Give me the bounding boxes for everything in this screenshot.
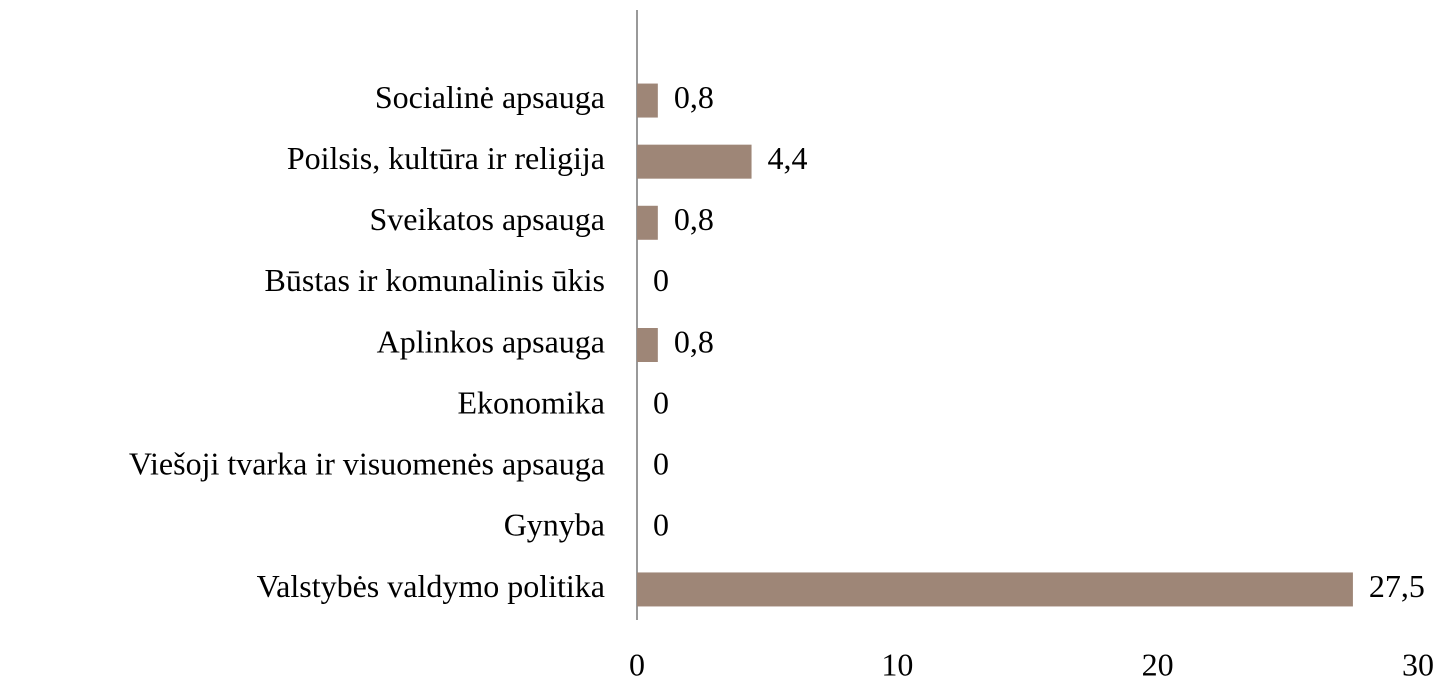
y-tick-label: Sveikatos apsauga [370, 201, 606, 237]
data-label: 0 [653, 507, 669, 543]
bar [637, 83, 658, 118]
y-tick-label: Valstybės valdymo politika [257, 568, 605, 604]
bar [637, 328, 658, 362]
data-label: 0 [653, 446, 669, 482]
y-tick-label: Poilsis, kultūra ir religija [287, 140, 605, 176]
y-tick-label: Aplinkos apsauga [377, 323, 605, 359]
data-label: 0 [653, 262, 669, 298]
y-tick-label: Ekonomika [457, 384, 605, 420]
data-label: 0 [653, 384, 669, 420]
x-tick-label: 20 [1142, 646, 1174, 679]
data-label: 0,8 [674, 201, 714, 237]
bar [637, 144, 752, 179]
x-tick-label: 10 [881, 646, 913, 679]
bar [637, 572, 1353, 607]
y-tick-label: Būstas ir komunalinis ūkis [265, 262, 605, 298]
data-label: 27,5 [1369, 568, 1425, 604]
x-tick-label: 0 [629, 646, 645, 679]
y-tick-label: Socialinė apsauga [375, 79, 605, 115]
data-label: 0,8 [674, 79, 714, 115]
y-tick-label: Viešoji tvarka ir visuomenės apsauga [129, 446, 605, 482]
x-tick-label: 30 [1402, 646, 1434, 679]
bar [637, 205, 658, 240]
y-tick-label: Gynyba [504, 507, 605, 543]
data-label: 0,8 [674, 323, 714, 359]
data-label: 4,4 [768, 140, 808, 176]
